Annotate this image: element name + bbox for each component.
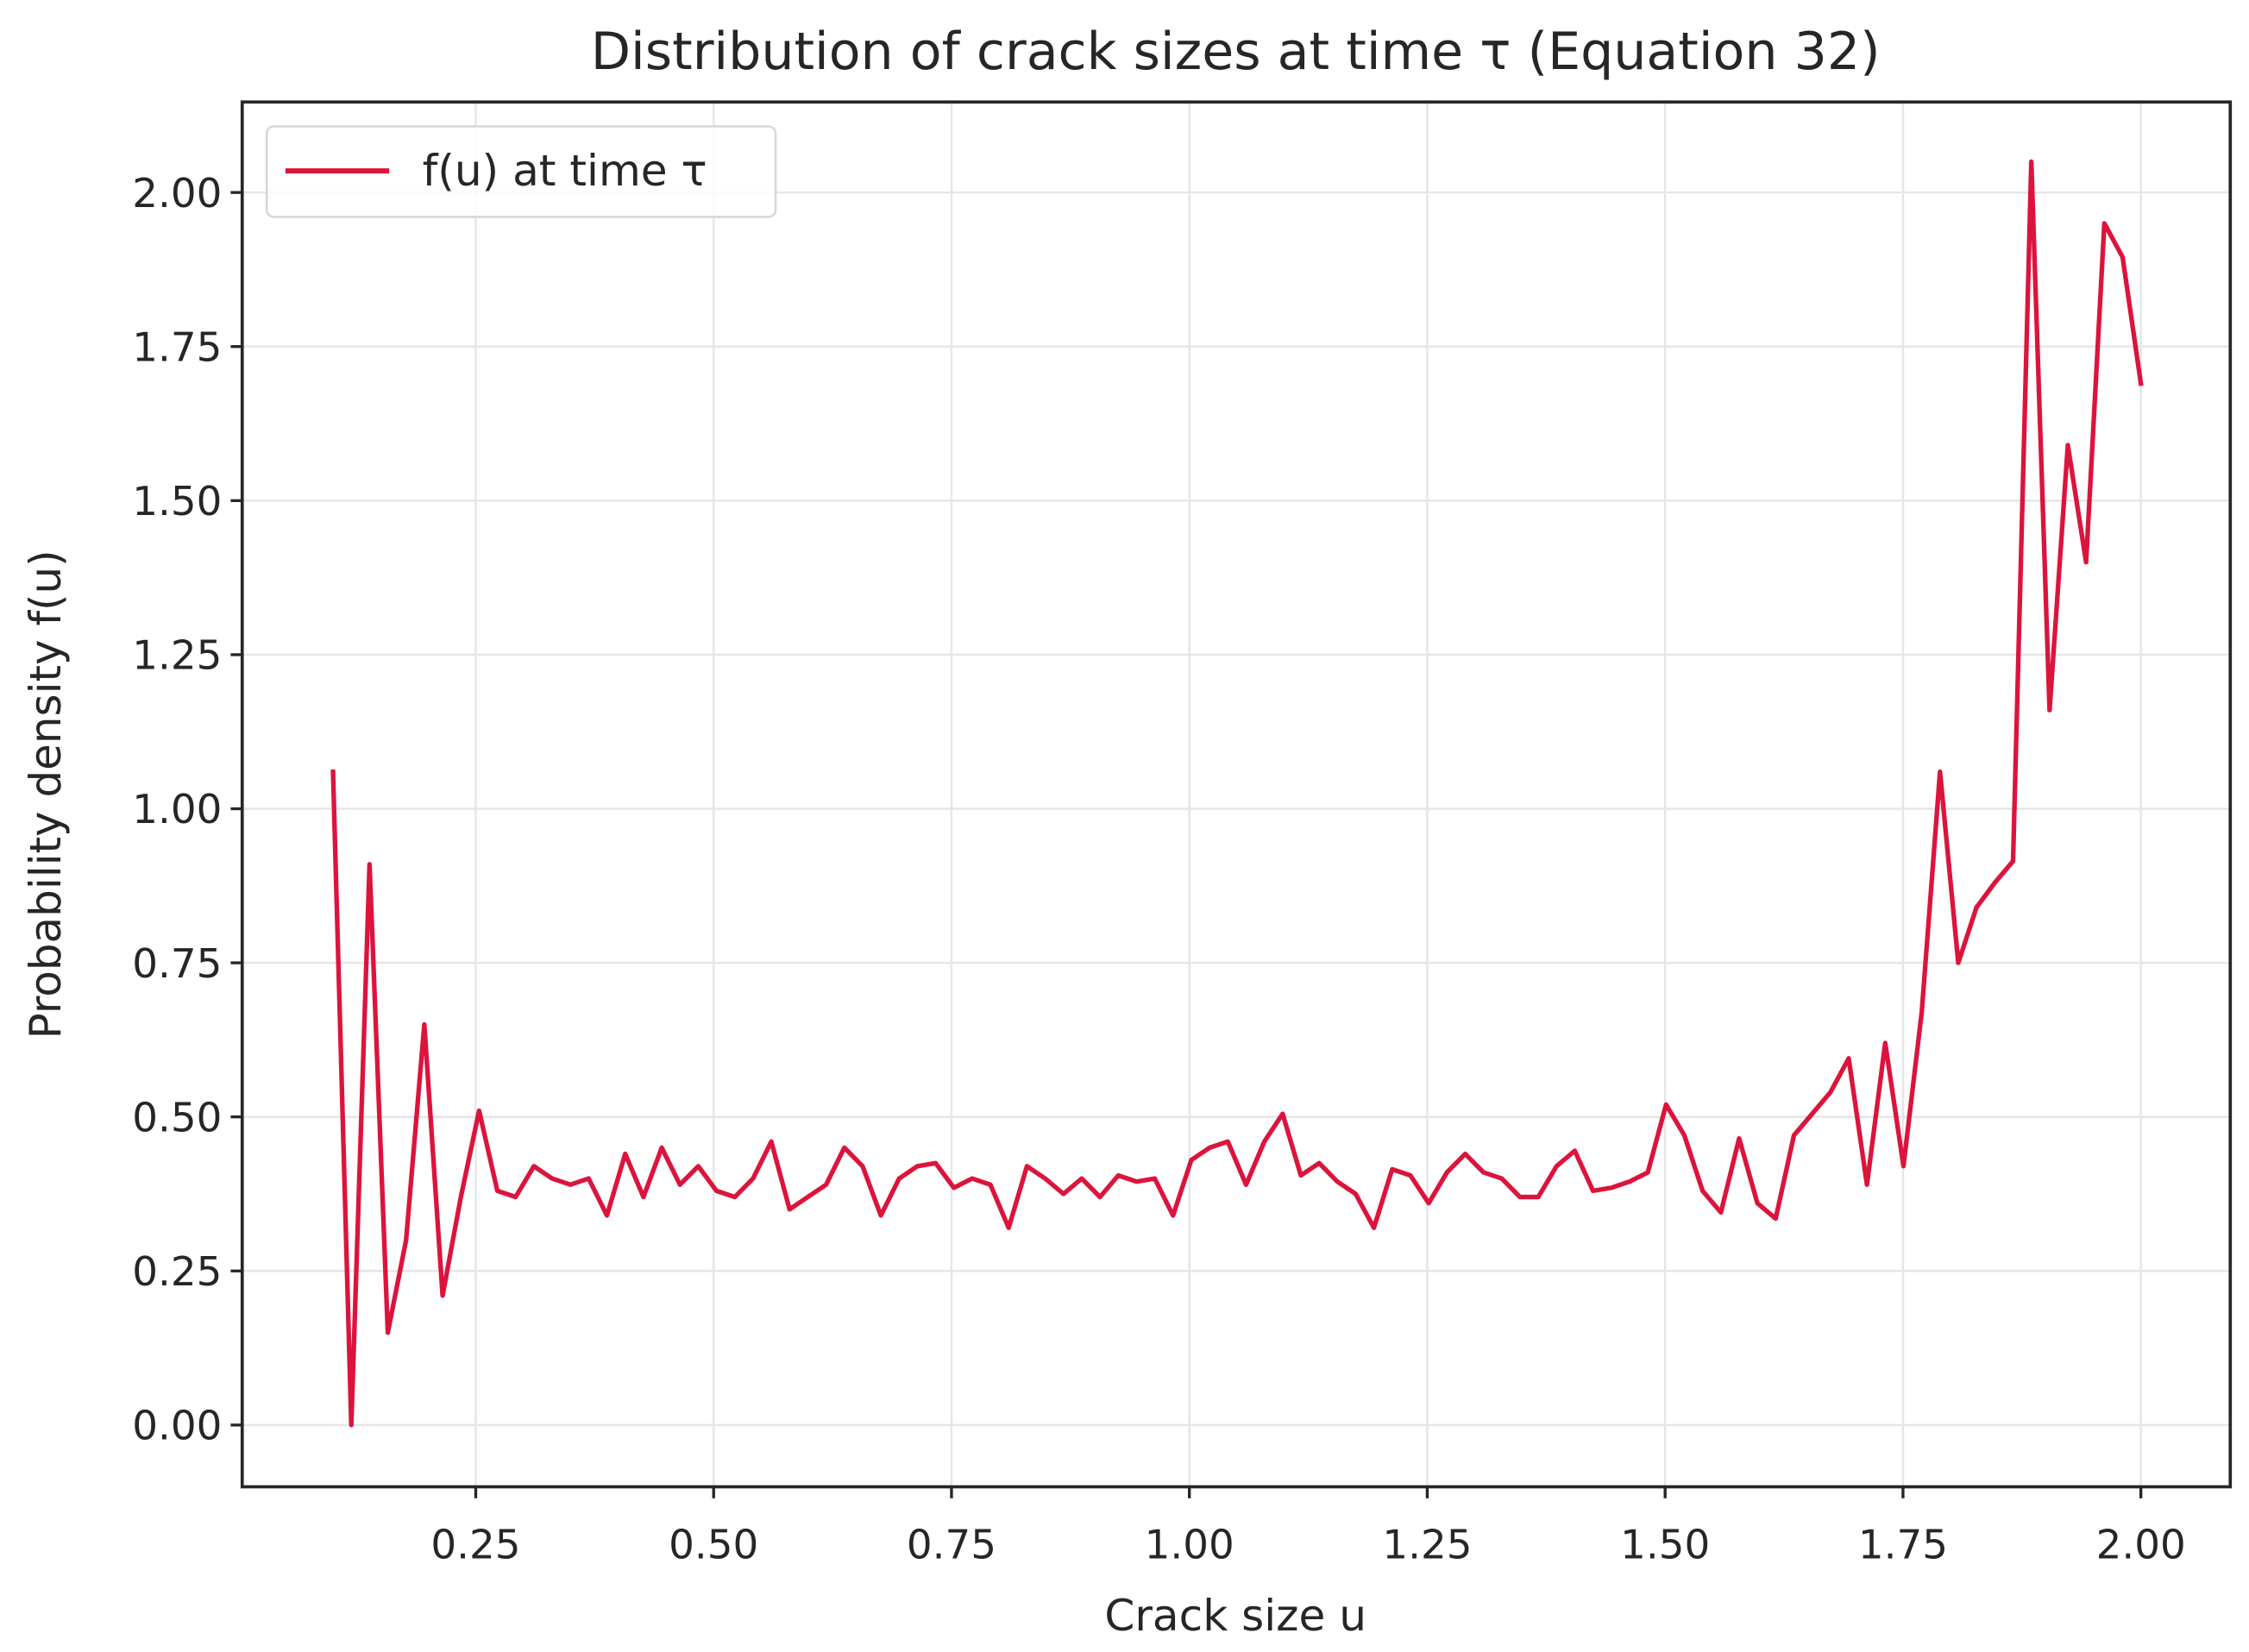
y-tick-label: 1.75 bbox=[132, 324, 222, 371]
x-gridlines bbox=[474, 102, 2142, 1487]
y-axis-ticks: 0.00 0.25 0.50 0.75 1.00 1.25 1.50 1.75 2.00 bbox=[132, 171, 242, 1450]
x-tick-label: 0.50 bbox=[669, 1523, 758, 1569]
axes-background bbox=[242, 102, 2231, 1487]
x-tick-label: 1.75 bbox=[1858, 1523, 1948, 1569]
axes-frame bbox=[240, 100, 2233, 1489]
data-line-f-u bbox=[330, 159, 2144, 1428]
y-tick-label: 1.50 bbox=[132, 479, 222, 525]
y-tick-label: 2.00 bbox=[132, 171, 222, 217]
y-tick-label: 0.75 bbox=[132, 941, 222, 988]
legend-box bbox=[265, 125, 777, 218]
x-tick-label: 1.25 bbox=[1382, 1523, 1472, 1569]
x-tick-label: 1.00 bbox=[1145, 1523, 1234, 1569]
x-tick-label: 1.50 bbox=[1620, 1523, 1710, 1569]
legend-label: f(u) at time τ bbox=[423, 146, 707, 196]
y-tick-label: 1.00 bbox=[132, 787, 222, 833]
y-axis-label: Probability density f(u) bbox=[21, 550, 71, 1039]
y-gridlines bbox=[242, 191, 2231, 1427]
y-tick-label: 0.25 bbox=[132, 1249, 222, 1296]
y-tick-label: 1.25 bbox=[132, 633, 222, 680]
y-tick-label: 0.00 bbox=[132, 1404, 222, 1450]
chart-title: Distribution of crack sizes at time τ (E… bbox=[591, 22, 1881, 82]
x-axis-label: Crack size u bbox=[1104, 1591, 1366, 1641]
legend: f(u) at time τ bbox=[265, 125, 777, 218]
x-tick-label: 2.00 bbox=[2096, 1523, 2186, 1569]
plot-area bbox=[240, 100, 2233, 1489]
x-axis-ticks: 0.25 0.50 0.75 1.00 1.25 1.50 1.75 2.00 bbox=[430, 1486, 2186, 1569]
y-tick-label: 0.50 bbox=[132, 1095, 222, 1141]
x-tick-label: 0.25 bbox=[430, 1523, 520, 1569]
x-tick-label: 0.75 bbox=[907, 1523, 996, 1569]
